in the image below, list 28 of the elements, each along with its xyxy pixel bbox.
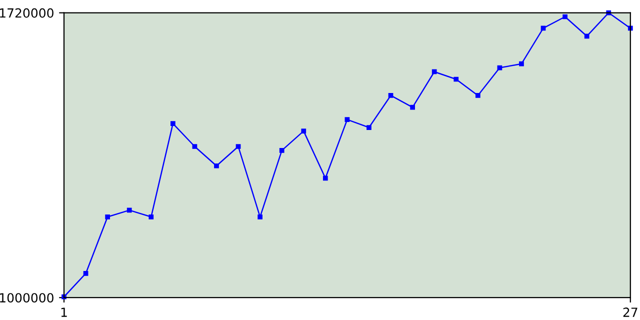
y-tick-label: 1720000	[0, 8, 54, 18]
point	[279, 148, 284, 153]
point	[540, 26, 546, 31]
x-tick-label: 27	[623, 308, 638, 317]
point	[475, 93, 480, 98]
point	[322, 176, 328, 181]
point	[366, 125, 372, 130]
point	[236, 144, 241, 149]
point	[301, 128, 306, 134]
point	[344, 117, 350, 122]
x-tick-label: 1	[61, 308, 67, 317]
point	[170, 121, 176, 126]
point	[105, 214, 110, 220]
y-tick-label: 1000000	[0, 293, 54, 303]
point	[214, 163, 219, 168]
point	[126, 208, 132, 213]
point	[432, 69, 437, 74]
point	[454, 76, 459, 82]
point	[388, 93, 394, 98]
point	[83, 271, 88, 276]
point	[258, 214, 262, 220]
point	[497, 65, 502, 70]
point	[519, 61, 524, 66]
point	[584, 34, 590, 39]
point	[410, 104, 415, 110]
point	[562, 14, 568, 20]
point	[148, 214, 154, 220]
point	[192, 144, 198, 149]
